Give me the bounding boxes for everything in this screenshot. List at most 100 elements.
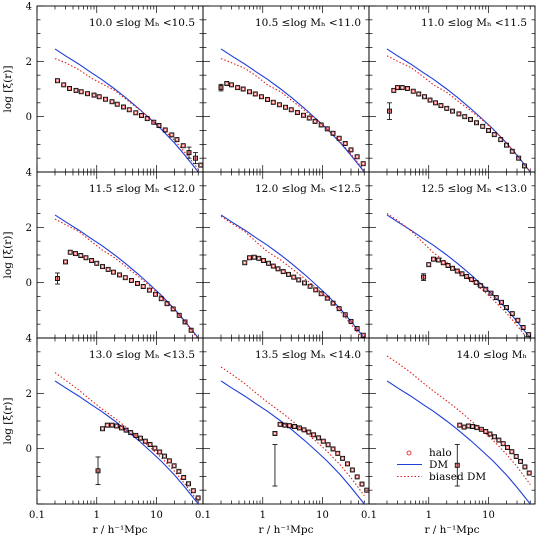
halo-point	[128, 430, 134, 436]
halo-point-marker	[145, 117, 149, 121]
halo-point-marker	[157, 123, 161, 128]
halo-point-marker	[103, 97, 108, 101]
halo-point	[301, 427, 307, 433]
halo-point-marker	[494, 296, 498, 300]
panel-label: 13.0 ≤log Mₕ <13.5	[89, 349, 195, 361]
halo-point-marker	[175, 138, 179, 142]
halo-point-marker	[319, 292, 323, 296]
halo-point	[474, 120, 479, 126]
halo-point-marker	[134, 111, 138, 115]
halo-point-marker	[307, 430, 311, 434]
halo-point	[121, 104, 126, 110]
halo-point	[139, 113, 144, 119]
halo-point-marker	[325, 296, 329, 300]
halo-point	[251, 254, 257, 260]
halo-point-marker	[450, 266, 455, 270]
panel-series	[220, 214, 366, 338]
halo-point-marker	[527, 471, 531, 475]
halo-point	[157, 449, 163, 455]
halo-point	[504, 305, 509, 311]
halo-point	[276, 102, 282, 108]
halo-point	[164, 301, 170, 307]
halo-point-marker	[504, 305, 509, 310]
halo-point	[119, 425, 124, 431]
halo-point-marker	[171, 307, 175, 311]
halo-point	[520, 325, 526, 330]
halo-point	[324, 126, 330, 132]
halo-point-marker	[117, 273, 122, 277]
halo-point	[252, 91, 258, 97]
halo-point	[89, 258, 95, 263]
halo-point-marker	[349, 148, 353, 152]
halo-point-marker	[343, 141, 347, 146]
halo-point-marker	[286, 272, 291, 276]
halo-point	[280, 269, 286, 275]
halo-point-marker	[287, 424, 292, 428]
halo-point-marker	[111, 270, 116, 274]
halo-point-marker	[312, 433, 316, 437]
dm-line	[54, 380, 199, 504]
halo-point-marker	[331, 301, 335, 305]
halo-point	[109, 99, 115, 105]
halo-point	[171, 463, 177, 469]
panel-series	[54, 48, 203, 172]
halo-point	[348, 318, 354, 324]
halo-point-marker	[308, 284, 312, 288]
halo-point-marker	[387, 109, 392, 113]
halo-point	[454, 462, 460, 468]
halo-point	[195, 495, 201, 501]
halo-point	[218, 85, 224, 91]
y-tick-label: 4	[26, 168, 32, 179]
halo-point	[395, 85, 400, 91]
halo-point	[123, 427, 129, 433]
halo-point-marker	[505, 445, 510, 450]
halo-point-marker	[392, 88, 396, 92]
halo-point-marker	[314, 288, 318, 292]
halo-point	[78, 89, 84, 95]
halo-point-marker	[510, 312, 514, 316]
halo-point-marker	[517, 156, 521, 160]
halo-point	[103, 96, 108, 102]
panel-label: 10.0 ≤log Mₕ <10.5	[89, 17, 195, 29]
halo-point-marker	[271, 264, 275, 268]
halo-point	[258, 94, 264, 100]
panel-ticks	[36, 337, 204, 505]
halo-point	[277, 421, 283, 427]
halo-point-marker	[74, 88, 78, 92]
halo-point	[505, 445, 510, 451]
halo-point	[186, 481, 191, 487]
halo-point-marker	[183, 320, 187, 324]
panel-6: 12.5 ≤log Mₕ <13.0	[368, 171, 536, 339]
halo-point	[109, 422, 115, 428]
halo-point-marker	[395, 86, 400, 90]
halo-point-marker	[355, 155, 359, 159]
halo-point	[270, 263, 276, 269]
halo-point-marker	[115, 102, 119, 106]
halo-point-marker	[281, 270, 285, 274]
halo-point	[450, 265, 455, 271]
halo-point-marker	[110, 100, 114, 104]
halo-point	[360, 332, 366, 338]
halo-point-marker	[331, 447, 335, 451]
halo-point-marker	[259, 95, 264, 99]
halo-point-marker	[316, 436, 321, 440]
x-tick-label: 10	[482, 510, 495, 521]
halo-point-marker	[105, 423, 109, 427]
halo-point	[526, 470, 532, 476]
halo-point-marker	[177, 313, 181, 317]
panel-5: 12.0 ≤log Mₕ <12.5	[202, 171, 370, 339]
halo-point-marker	[92, 93, 96, 97]
halo-point	[427, 97, 433, 103]
halo-point	[301, 112, 306, 118]
halo-point	[336, 135, 342, 141]
biased-dm-line	[386, 355, 531, 485]
halo-point-marker	[95, 261, 99, 265]
halo-point	[100, 426, 105, 432]
halo-point-marker	[302, 281, 307, 285]
x-tick-label: 1	[426, 510, 432, 521]
dm-line	[54, 48, 199, 172]
dm-line	[220, 48, 365, 172]
halo-point-marker	[455, 463, 459, 467]
halo-point	[342, 141, 348, 146]
